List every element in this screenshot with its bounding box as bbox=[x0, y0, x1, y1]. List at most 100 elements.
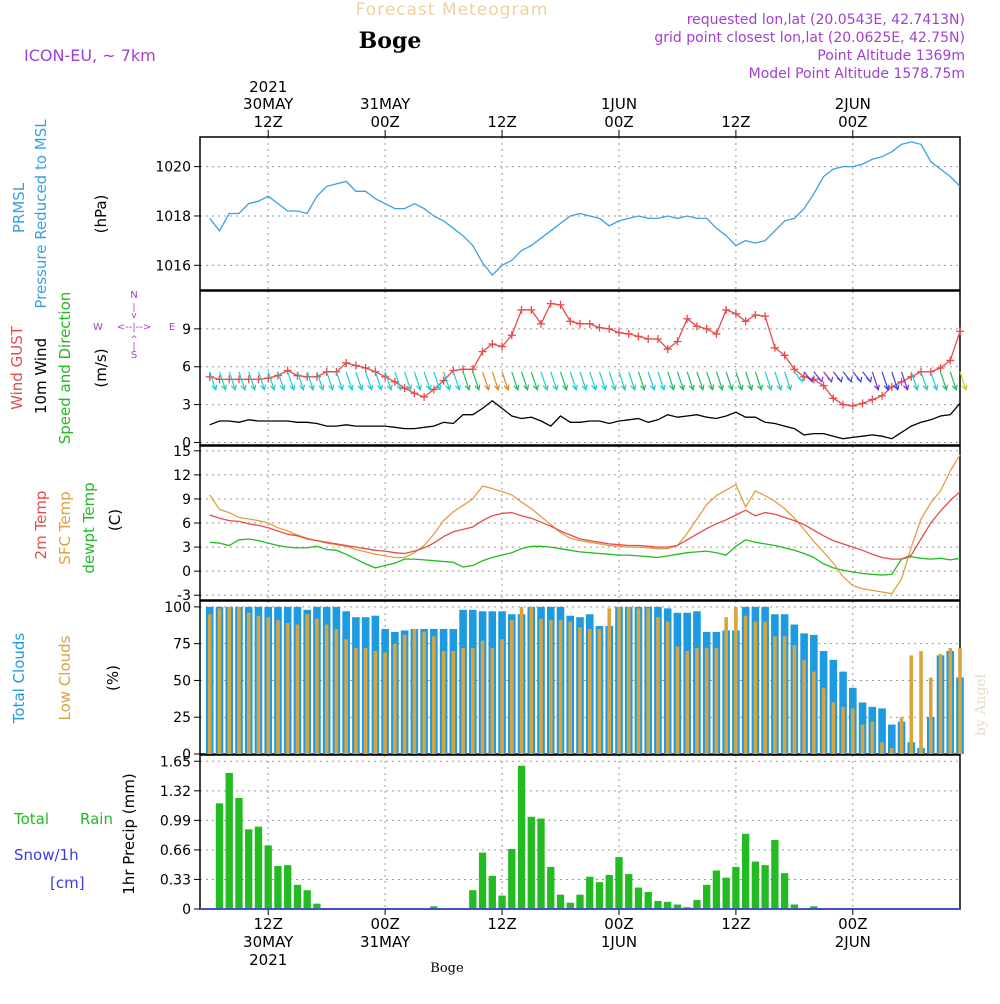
total-clouds-label: Total Clouds bbox=[10, 633, 28, 725]
wind-arrow bbox=[238, 371, 247, 392]
wind-arrow bbox=[452, 371, 461, 392]
rain-bar bbox=[527, 816, 535, 909]
ytick-label: 6 bbox=[182, 360, 191, 376]
panel-frame bbox=[199, 445, 961, 601]
wind-series bbox=[205, 299, 968, 440]
gust-marker bbox=[761, 312, 770, 321]
rain-bar bbox=[576, 894, 584, 909]
wind-arrow bbox=[228, 371, 237, 392]
rain-bar bbox=[634, 887, 643, 909]
low-cloud-bar bbox=[548, 620, 553, 754]
svg-text:E: E bbox=[169, 322, 175, 333]
panel-frame bbox=[199, 290, 961, 446]
gust-marker bbox=[673, 337, 682, 346]
low-cloud-bar bbox=[665, 621, 670, 754]
wind-dir-label: Speed and Direction bbox=[56, 292, 74, 445]
low-cloud-bar bbox=[324, 624, 329, 754]
gust-marker bbox=[556, 300, 565, 309]
svg-text:N: N bbox=[130, 290, 137, 301]
ytick-label: 6 bbox=[182, 516, 191, 532]
low-cloud-bar bbox=[870, 721, 875, 754]
rain-bar bbox=[595, 882, 604, 909]
wind-arrow bbox=[365, 371, 374, 392]
rain-bar bbox=[615, 857, 623, 909]
xtick-label: 00Z bbox=[604, 113, 633, 131]
wind-arrow bbox=[920, 371, 929, 392]
low-cloud-bar bbox=[354, 648, 358, 754]
wind-arrow bbox=[637, 371, 647, 392]
gust-marker bbox=[819, 381, 828, 390]
low-cloud-bar bbox=[246, 612, 251, 754]
cloud-series bbox=[205, 606, 964, 754]
rain-bar bbox=[605, 874, 613, 909]
wind-arrow bbox=[559, 371, 569, 392]
rain-bar bbox=[790, 904, 799, 909]
gust-marker bbox=[780, 351, 789, 360]
rain-bar bbox=[741, 833, 750, 909]
low-cloud-bar bbox=[841, 706, 845, 754]
wind-arrow bbox=[764, 371, 773, 392]
low-cloud-bar bbox=[773, 636, 777, 754]
rain-bar bbox=[245, 829, 253, 909]
wind-arrow bbox=[491, 371, 500, 392]
low-cloud-bar bbox=[315, 618, 319, 754]
wind-arrow bbox=[647, 371, 656, 392]
low-cloud-bar bbox=[802, 659, 806, 754]
xtick-label: 00Z bbox=[370, 113, 399, 131]
gust-marker bbox=[566, 317, 575, 326]
low-cloud-bar bbox=[334, 628, 339, 754]
wind-arrow bbox=[579, 371, 588, 392]
wind-arrow bbox=[345, 371, 354, 392]
wind-arrow bbox=[696, 371, 705, 392]
low-cloud-bar bbox=[393, 643, 397, 754]
gust-marker bbox=[644, 334, 653, 343]
wind-label: 10m Wind bbox=[32, 338, 50, 414]
dewpt-line bbox=[209, 538, 961, 576]
low-cloud-bar bbox=[500, 639, 504, 754]
ytick-label: 12 bbox=[173, 468, 191, 484]
xtick-label: 1JUN bbox=[601, 95, 637, 113]
wind-arrow bbox=[423, 371, 432, 392]
gust-marker bbox=[420, 393, 429, 402]
low-cloud-bar bbox=[909, 655, 914, 754]
total-cloud-bar bbox=[887, 724, 896, 754]
ytick-label: 0.33 bbox=[160, 872, 191, 888]
rain-bar bbox=[683, 907, 691, 909]
wind-arrow bbox=[394, 371, 403, 392]
gust-marker bbox=[907, 372, 916, 381]
snow-unit: [cm] bbox=[50, 874, 85, 892]
gust-marker bbox=[848, 401, 857, 410]
gust-marker bbox=[624, 329, 633, 338]
rain-bar bbox=[225, 772, 233, 909]
gust-marker bbox=[342, 358, 351, 367]
rain-bar bbox=[537, 818, 545, 909]
location-title: Boge bbox=[359, 28, 422, 54]
wind-arrow bbox=[939, 371, 949, 392]
gust-marker bbox=[878, 391, 887, 400]
chart-title: Forecast Meteogram bbox=[356, 0, 549, 20]
gust-marker bbox=[868, 395, 877, 404]
xtick-label: 2021 bbox=[249, 78, 287, 96]
gust-marker bbox=[381, 372, 390, 381]
sfc-temp-label: SFC Temp bbox=[56, 491, 74, 564]
temp2m-label: 2m Temp bbox=[32, 491, 50, 560]
low-cloud-bar bbox=[821, 687, 826, 754]
low-cloud-bar bbox=[432, 636, 436, 754]
xtick-label: 1JUN bbox=[601, 933, 637, 951]
snow-label: Snow/1h bbox=[14, 846, 79, 864]
precip-series bbox=[200, 765, 960, 910]
xtick-label: 00Z bbox=[838, 915, 867, 933]
low-cloud-bar bbox=[675, 646, 680, 754]
xtick-label: 30MAY bbox=[243, 95, 294, 113]
low-cloud-bar bbox=[276, 620, 280, 754]
ytick-label: 0.99 bbox=[160, 813, 191, 829]
rain-bar bbox=[488, 875, 496, 909]
wind-arrow bbox=[589, 371, 598, 392]
low-cloud-bar bbox=[626, 606, 631, 754]
rain-bar bbox=[430, 906, 438, 909]
low-cloud-bar bbox=[363, 648, 368, 754]
ytick-label: 1.32 bbox=[160, 784, 191, 800]
wind-arrow bbox=[443, 371, 452, 392]
low-cloud-bar bbox=[490, 648, 495, 754]
rain-bar bbox=[625, 874, 633, 909]
